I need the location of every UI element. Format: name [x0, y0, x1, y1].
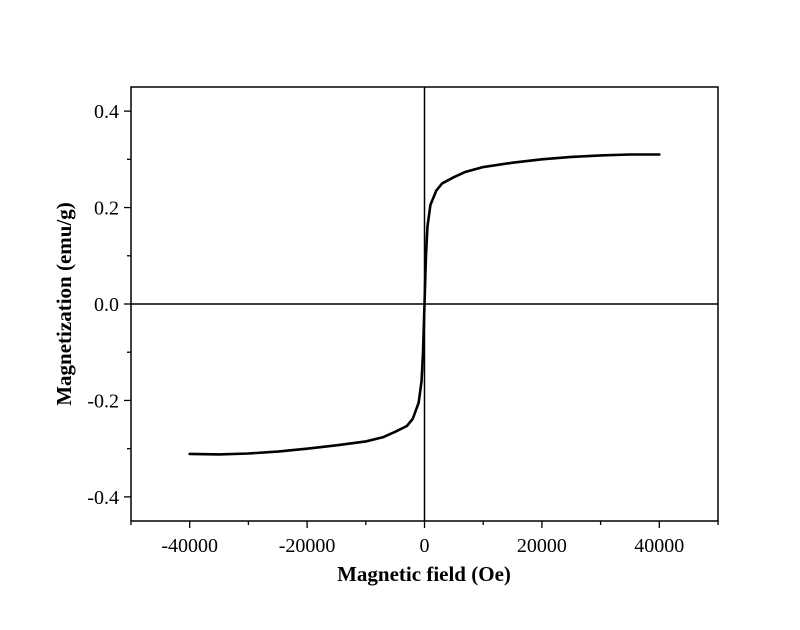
x-tick-label: 40000: [634, 535, 684, 557]
x-tick-label: 20000: [517, 535, 567, 557]
x-tick-label: -20000: [279, 535, 336, 557]
y-axis-title: Magnetization (emu/g): [52, 202, 76, 406]
tick-labels: -40000 -20000 0 20000 40000 -0.4 -0.2 0.0 0.2 0.4: [87, 101, 684, 557]
series: [188, 153, 661, 456]
y-tick-label: -0.4: [87, 487, 119, 509]
x-axis-title: Magnetic field (Oe): [337, 562, 511, 586]
y-tick-label: 0.4: [94, 101, 119, 123]
ticks: [124, 110, 719, 528]
x-tick-label: 0: [420, 535, 430, 557]
y-tick-label: -0.2: [87, 390, 119, 412]
y-tick-label: 0.0: [94, 294, 119, 316]
y-tick-label: 0.2: [94, 198, 119, 220]
magnetization-curve: [188, 153, 661, 456]
x-tick-label: -40000: [161, 535, 218, 557]
